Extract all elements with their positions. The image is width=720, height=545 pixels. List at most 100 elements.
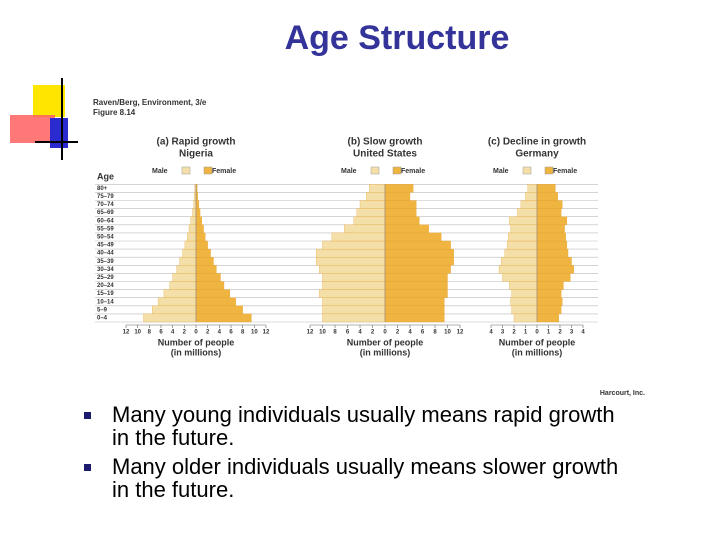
legend-swatch [203, 166, 213, 175]
age-group-label: 55–59 [97, 226, 114, 232]
age-group-label: 45–49 [97, 243, 114, 249]
x-tick-label: 4 [358, 330, 362, 336]
x-tick-label: 4 [581, 330, 585, 336]
pyramid-bar [536, 265, 574, 274]
legend-swatch [370, 166, 380, 175]
slide-title: Age Structure [285, 19, 510, 57]
x-tick-label: 6 [229, 330, 233, 336]
x-tick-label: 4 [408, 330, 412, 336]
x-tick-label: 2 [371, 330, 375, 336]
pyramid-bar [195, 232, 206, 242]
age-group-label: 50–54 [97, 235, 114, 241]
x-tick-label: 2 [183, 330, 187, 336]
pyramid-bar [384, 305, 445, 315]
pyramid-bar [316, 248, 386, 258]
pyramid-bar [384, 248, 454, 258]
legend-label: Female [401, 168, 425, 175]
pyramid-bar [187, 232, 197, 242]
chart-title: (c) Decline in growth [488, 137, 586, 148]
bullet-marker [84, 412, 91, 419]
pyramid-bar [510, 224, 538, 234]
legend-label: Male [341, 168, 357, 175]
pyramid-bar [384, 265, 451, 274]
x-tick-label: 3 [570, 330, 574, 336]
deco-blue [50, 118, 68, 148]
pyramid-bar [536, 216, 568, 225]
x-tick-label: 2 [396, 330, 400, 336]
pyramid-bar [384, 273, 448, 282]
pyramid-bar [195, 297, 236, 306]
x-axis-label-sub: (in millions) [171, 347, 222, 357]
pyramid-bar [356, 208, 386, 217]
x-tick-label: 0 [383, 330, 387, 336]
pyramid-bar [527, 184, 538, 193]
chart-title: (b) Slow growth [348, 137, 423, 148]
pyramid-bar [536, 184, 556, 193]
figure: 0–4 5–9 10–14 15–19 20–24 25–29 30–34 35–39 40–4… [95, 137, 598, 357]
pyramid-bar [384, 289, 448, 298]
pyramid-bar [536, 273, 571, 282]
chart-subtitle: Germany [515, 149, 559, 160]
age-group-label: 70–74 [97, 202, 114, 208]
pyramid-bar [536, 257, 572, 266]
x-tick-label: 6 [421, 330, 425, 336]
x-tick-label: 12 [263, 330, 270, 336]
x-tick-label: 2 [206, 330, 210, 336]
pyramid-bar [384, 208, 417, 217]
pyramid-bar [384, 281, 448, 290]
legend-swatch [522, 166, 532, 175]
pyramid-bar [184, 240, 197, 250]
pyramid-bar [195, 305, 243, 315]
pyramid-bar [195, 313, 252, 323]
pyramid-bar [536, 200, 563, 209]
pyramid-bar [195, 257, 214, 266]
pyramid-bar [511, 305, 538, 315]
x-tick-label: 10 [251, 330, 258, 336]
figure-label: Figure 8.14 [93, 108, 136, 117]
deco-yellow [33, 85, 65, 117]
pyramid-bar [152, 305, 197, 315]
x-tick-label: 10 [444, 330, 451, 336]
pyramid-bar [384, 224, 429, 234]
pyramid-bar [508, 232, 538, 242]
pyramid-bar [536, 289, 562, 298]
pyramid-bar [520, 200, 538, 209]
pyramid-bar [384, 192, 411, 201]
pyramid-bar [536, 224, 565, 234]
pyramid-bar [511, 289, 538, 298]
x-axis-label: Number of people [347, 337, 424, 347]
pyramid-bar [163, 289, 197, 298]
pyramid-bar [179, 257, 197, 266]
x-axis-label-sub: (in millions) [360, 347, 411, 357]
age-group-label: 30–34 [97, 267, 114, 273]
pyramid-bar [353, 216, 386, 225]
pyramid-bar [195, 265, 217, 274]
pyramid-bar [384, 216, 420, 225]
pyramid-bar [536, 192, 558, 201]
age-group-label: 40–44 [97, 251, 114, 257]
x-tick-label: 4 [489, 330, 493, 336]
pyramid-bar [169, 281, 197, 290]
x-tick-label: 10 [134, 330, 141, 336]
age-group-label: 60–64 [97, 218, 114, 224]
legend-label: Female [212, 168, 236, 175]
age-group-label: 20–24 [97, 283, 114, 289]
x-tick-label: 6 [346, 330, 350, 336]
figure-credit: Harcourt, Inc. [600, 390, 645, 397]
pyramid-bar [344, 224, 386, 234]
pyramid-bar [369, 184, 386, 193]
x-tick-label: 10 [319, 330, 326, 336]
x-tick-label: 12 [457, 330, 464, 336]
legend-label: Male [493, 168, 509, 175]
pyramid-bar [192, 208, 197, 217]
pyramid-bar [195, 216, 202, 225]
pyramid-bar [366, 192, 386, 201]
bullet-text: Many older individuals usually means slo… [112, 454, 618, 479]
deco-red [10, 115, 55, 143]
bullet-text: Many young individuals usually means rap… [112, 402, 615, 427]
pyramid-bar [188, 224, 197, 234]
pyramid-bar [195, 273, 221, 282]
pyramid-bar [384, 184, 414, 193]
pyramid-bar [322, 297, 386, 306]
